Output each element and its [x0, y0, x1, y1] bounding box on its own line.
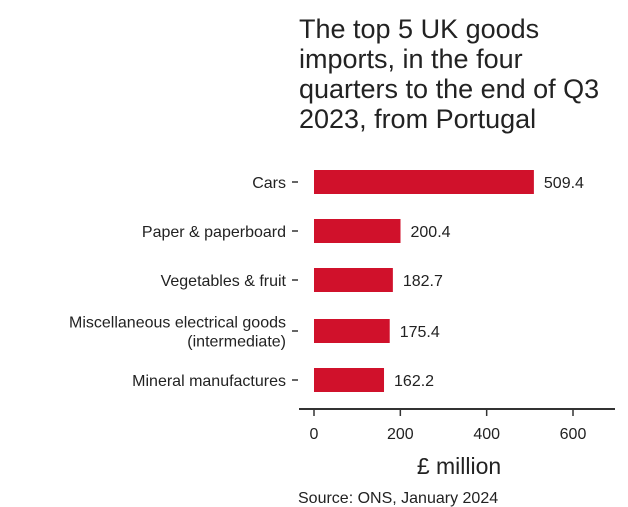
bar — [314, 319, 390, 343]
bar — [314, 219, 401, 243]
bars — [314, 170, 534, 392]
x-tick-label: 400 — [473, 426, 500, 443]
category-labels: Cars Paper & paperboard Vegetables & fruit… — [69, 175, 298, 390]
category-label: Vegetables & fruit — [161, 273, 287, 290]
chart-title-line: imports, in the four — [299, 44, 523, 74]
chart-title-line: quarters to the end of Q3 — [299, 74, 599, 104]
value-label: 182.7 — [403, 273, 443, 290]
x-axis: 0 200 400 600 — [299, 408, 615, 443]
chart-title-line: The top 5 UK goods — [299, 14, 539, 44]
category-label: Cars — [252, 175, 286, 192]
x-tick-label: 200 — [387, 426, 414, 443]
bar — [314, 170, 534, 194]
value-label: 175.4 — [400, 324, 440, 341]
category-label: Paper & paperboard — [142, 224, 286, 241]
value-label: 162.2 — [394, 373, 434, 390]
x-tick-label: 600 — [560, 426, 587, 443]
value-labels: 509.4 200.4 182.7 175.4 162.2 — [394, 175, 584, 390]
category-label: (intermediate) — [187, 334, 286, 351]
bar — [314, 368, 385, 392]
category-label: Miscellaneous electrical goods — [69, 315, 286, 332]
x-tick-label: 0 — [310, 426, 319, 443]
chart-title-line: 2023, from Portugal — [299, 104, 536, 134]
value-label: 509.4 — [544, 175, 584, 192]
category-label: Mineral manufactures — [132, 373, 286, 390]
source-note: Source: ONS, January 2024 — [298, 490, 498, 507]
bar — [314, 268, 393, 292]
x-axis-title: £ million — [417, 453, 501, 479]
value-label: 200.4 — [411, 224, 451, 241]
